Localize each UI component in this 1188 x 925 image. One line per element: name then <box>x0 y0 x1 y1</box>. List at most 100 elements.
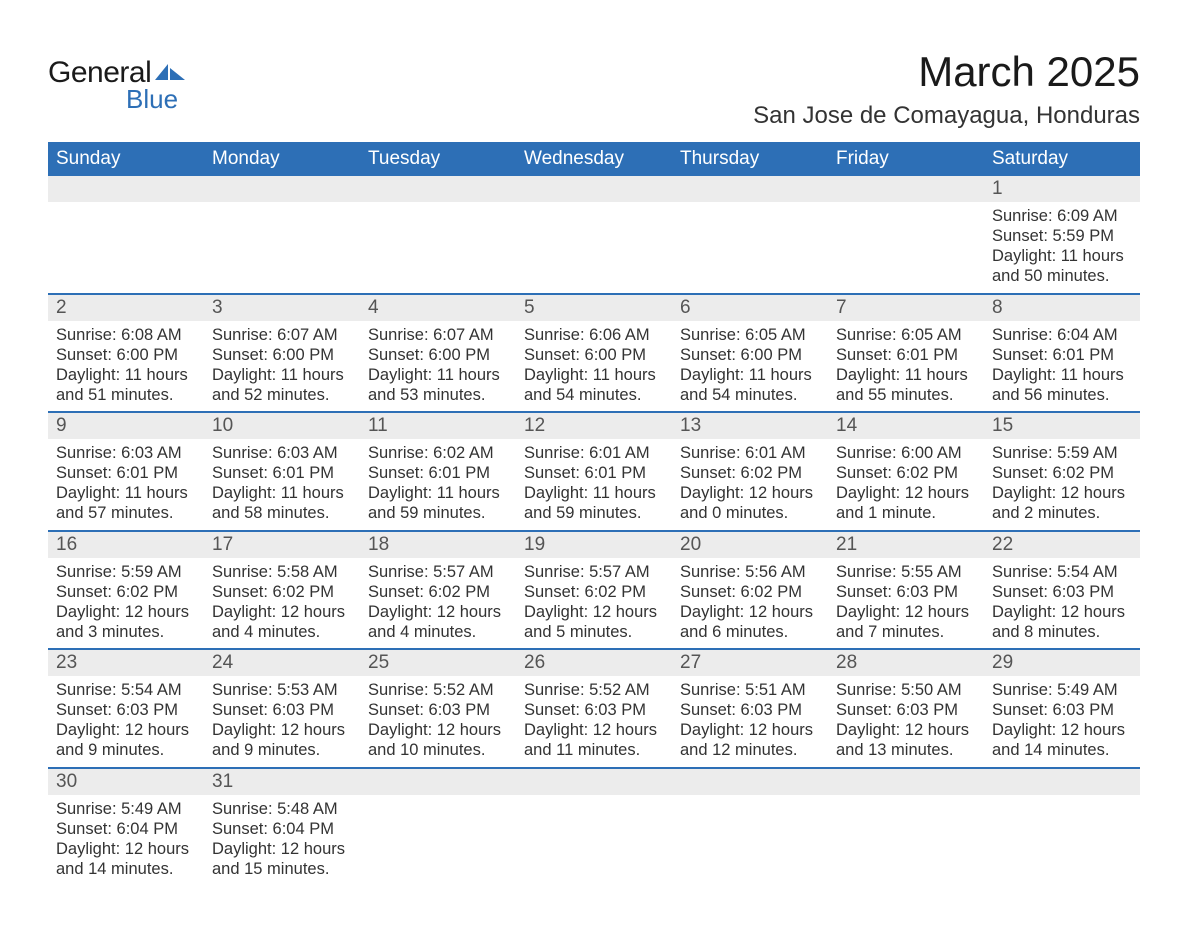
day-number: 15 <box>984 413 1140 439</box>
calendar-day-cell: 6Sunrise: 6:05 AMSunset: 6:00 PMDaylight… <box>672 294 828 413</box>
day-data: Sunrise: 5:54 AMSunset: 6:03 PMDaylight:… <box>984 558 1140 649</box>
daylight-line: Daylight: 12 hours and 0 minutes. <box>680 483 820 523</box>
calendar-day-cell: 5Sunrise: 6:06 AMSunset: 6:00 PMDaylight… <box>516 294 672 413</box>
calendar-day-cell: 18Sunrise: 5:57 AMSunset: 6:02 PMDayligh… <box>360 531 516 650</box>
day-number: 5 <box>516 295 672 321</box>
day-data: Sunrise: 5:50 AMSunset: 6:03 PMDaylight:… <box>828 676 984 767</box>
day-number: 21 <box>828 532 984 558</box>
day-number <box>360 769 516 795</box>
calendar-empty-cell <box>672 176 828 294</box>
calendar-day-cell: 25Sunrise: 5:52 AMSunset: 6:03 PMDayligh… <box>360 649 516 768</box>
daylight-line: Daylight: 12 hours and 11 minutes. <box>524 720 664 760</box>
sunset-line: Sunset: 6:03 PM <box>992 582 1132 602</box>
sunset-line: Sunset: 6:02 PM <box>836 463 976 483</box>
day-number: 17 <box>204 532 360 558</box>
day-number: 30 <box>48 769 204 795</box>
sunrise-line: Sunrise: 6:06 AM <box>524 325 664 345</box>
calendar-empty-cell <box>204 176 360 294</box>
calendar-table: Sunday Monday Tuesday Wednesday Thursday… <box>48 142 1140 885</box>
calendar-day-cell: 27Sunrise: 5:51 AMSunset: 6:03 PMDayligh… <box>672 649 828 768</box>
sunrise-line: Sunrise: 5:59 AM <box>56 562 196 582</box>
day-number: 19 <box>516 532 672 558</box>
calendar-empty-cell <box>360 768 516 886</box>
sunrise-line: Sunrise: 5:57 AM <box>524 562 664 582</box>
daylight-line: Daylight: 11 hours and 51 minutes. <box>56 365 196 405</box>
day-number <box>984 769 1140 795</box>
day-number: 9 <box>48 413 204 439</box>
day-number <box>828 769 984 795</box>
calendar-empty-cell <box>672 768 828 886</box>
calendar-day-cell: 4Sunrise: 6:07 AMSunset: 6:00 PMDaylight… <box>360 294 516 413</box>
calendar-empty-cell <box>828 768 984 886</box>
calendar-week-row: 9Sunrise: 6:03 AMSunset: 6:01 PMDaylight… <box>48 412 1140 531</box>
day-data <box>360 202 516 286</box>
location-text: San Jose de Comayagua, Honduras <box>753 102 1140 130</box>
day-number: 25 <box>360 650 516 676</box>
sunset-line: Sunset: 6:00 PM <box>56 345 196 365</box>
calendar-day-cell: 3Sunrise: 6:07 AMSunset: 6:00 PMDaylight… <box>204 294 360 413</box>
day-number <box>516 176 672 202</box>
title-block: March 2025 San Jose de Comayagua, Hondur… <box>753 48 1140 130</box>
daylight-line: Daylight: 12 hours and 10 minutes. <box>368 720 508 760</box>
daylight-line: Daylight: 12 hours and 8 minutes. <box>992 602 1132 642</box>
calendar-day-cell: 2Sunrise: 6:08 AMSunset: 6:00 PMDaylight… <box>48 294 204 413</box>
brand-sail-icon <box>155 62 185 82</box>
daylight-line: Daylight: 12 hours and 1 minute. <box>836 483 976 523</box>
sunset-line: Sunset: 6:01 PM <box>524 463 664 483</box>
day-number <box>828 176 984 202</box>
sunrise-line: Sunrise: 5:49 AM <box>56 799 196 819</box>
daylight-line: Daylight: 12 hours and 9 minutes. <box>212 720 352 760</box>
day-data: Sunrise: 6:03 AMSunset: 6:01 PMDaylight:… <box>204 439 360 530</box>
sunrise-line: Sunrise: 5:51 AM <box>680 680 820 700</box>
day-number: 29 <box>984 650 1140 676</box>
day-number <box>204 176 360 202</box>
day-data <box>48 202 204 286</box>
daylight-line: Daylight: 11 hours and 56 minutes. <box>992 365 1132 405</box>
daylight-line: Daylight: 12 hours and 14 minutes. <box>992 720 1132 760</box>
day-number: 26 <box>516 650 672 676</box>
calendar-empty-cell <box>984 768 1140 886</box>
day-data <box>516 795 672 879</box>
sunset-line: Sunset: 6:02 PM <box>56 582 196 602</box>
sunrise-line: Sunrise: 6:02 AM <box>368 443 508 463</box>
calendar-day-cell: 28Sunrise: 5:50 AMSunset: 6:03 PMDayligh… <box>828 649 984 768</box>
day-data: Sunrise: 6:05 AMSunset: 6:00 PMDaylight:… <box>672 321 828 412</box>
sunset-line: Sunset: 6:01 PM <box>212 463 352 483</box>
calendar-day-cell: 22Sunrise: 5:54 AMSunset: 6:03 PMDayligh… <box>984 531 1140 650</box>
calendar-body: 1Sunrise: 6:09 AMSunset: 5:59 PMDaylight… <box>48 176 1140 885</box>
sunrise-line: Sunrise: 6:01 AM <box>680 443 820 463</box>
daylight-line: Daylight: 12 hours and 5 minutes. <box>524 602 664 642</box>
sunset-line: Sunset: 6:03 PM <box>680 700 820 720</box>
brand-logo: General Blue <box>48 56 185 115</box>
day-data: Sunrise: 5:54 AMSunset: 6:03 PMDaylight:… <box>48 676 204 767</box>
calendar-day-cell: 26Sunrise: 5:52 AMSunset: 6:03 PMDayligh… <box>516 649 672 768</box>
daylight-line: Daylight: 11 hours and 57 minutes. <box>56 483 196 523</box>
sunset-line: Sunset: 6:03 PM <box>212 700 352 720</box>
sunset-line: Sunset: 6:02 PM <box>212 582 352 602</box>
sunrise-line: Sunrise: 5:53 AM <box>212 680 352 700</box>
calendar-day-cell: 23Sunrise: 5:54 AMSunset: 6:03 PMDayligh… <box>48 649 204 768</box>
day-data: Sunrise: 6:00 AMSunset: 6:02 PMDaylight:… <box>828 439 984 530</box>
day-data: Sunrise: 6:09 AMSunset: 5:59 PMDaylight:… <box>984 202 1140 293</box>
daylight-line: Daylight: 12 hours and 6 minutes. <box>680 602 820 642</box>
calendar-empty-cell <box>360 176 516 294</box>
calendar-day-cell: 19 Sunrise: 5:57 AMSunset: 6:02 PMDayligh… <box>516 531 672 650</box>
calendar-week-row: 30Sunrise: 5:49 AMSunset: 6:04 PMDayligh… <box>48 768 1140 886</box>
day-data: Sunrise: 6:02 AMSunset: 6:01 PMDaylight:… <box>360 439 516 530</box>
day-data: Sunrise: 5:58 AMSunset: 6:02 PMDaylight:… <box>204 558 360 649</box>
daylight-line: Daylight: 11 hours and 58 minutes. <box>212 483 352 523</box>
calendar-week-row: 16Sunrise: 5:59 AMSunset: 6:02 PMDayligh… <box>48 531 1140 650</box>
sunrise-line: Sunrise: 6:09 AM <box>992 206 1132 226</box>
sunset-line: Sunset: 6:02 PM <box>368 582 508 602</box>
day-data <box>984 795 1140 879</box>
sunrise-line: Sunrise: 5:52 AM <box>368 680 508 700</box>
day-number: 24 <box>204 650 360 676</box>
sunset-line: Sunset: 6:02 PM <box>992 463 1132 483</box>
day-data: Sunrise: 5:57 AMSunset: 6:02 PMDaylight:… <box>360 558 516 649</box>
daylight-line: Daylight: 11 hours and 53 minutes. <box>368 365 508 405</box>
day-number: 27 <box>672 650 828 676</box>
daylight-line: Daylight: 11 hours and 54 minutes. <box>680 365 820 405</box>
sunset-line: Sunset: 6:02 PM <box>524 582 664 602</box>
daylight-line: Daylight: 12 hours and 4 minutes. <box>368 602 508 642</box>
daylight-line: Daylight: 12 hours and 15 minutes. <box>212 839 352 879</box>
